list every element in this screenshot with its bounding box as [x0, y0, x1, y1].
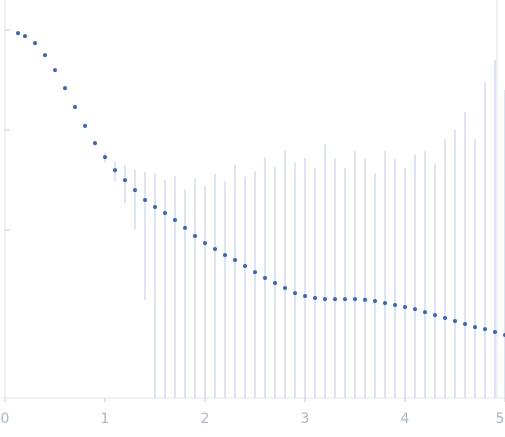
- data-point: [363, 297, 367, 302]
- data-point: [383, 301, 387, 306]
- data-point: [23, 34, 27, 39]
- data-point: [103, 155, 107, 160]
- data-point: [373, 299, 377, 304]
- data-point: [433, 313, 437, 318]
- data-point: [243, 263, 247, 268]
- data-point: [213, 247, 217, 252]
- data-point: [73, 105, 77, 110]
- data-point: [493, 330, 497, 335]
- x-tick-label: 0: [1, 411, 10, 427]
- data-point: [263, 276, 267, 281]
- data-point: [303, 293, 307, 298]
- data-point: [83, 123, 87, 128]
- x-tick-label: 2: [201, 411, 210, 427]
- data-point: [353, 297, 357, 302]
- data-point: [123, 178, 127, 183]
- data-point: [393, 302, 397, 307]
- data-point: [323, 297, 327, 302]
- data-point: [313, 296, 317, 301]
- data-point: [413, 307, 417, 312]
- data-point: [343, 297, 347, 302]
- data-point: [463, 321, 467, 326]
- data-point: [133, 188, 137, 193]
- data-point: [143, 197, 147, 202]
- data-point: [473, 325, 477, 330]
- data-point: [293, 291, 297, 296]
- data-point: [93, 141, 97, 146]
- data-point: [203, 241, 207, 246]
- data-point: [233, 258, 237, 263]
- data-point: [403, 304, 407, 309]
- data-point: [443, 315, 447, 320]
- data-point: [423, 310, 427, 315]
- x-tick-label: 5: [496, 411, 505, 427]
- data-point: [163, 211, 167, 216]
- data-point: [453, 319, 457, 324]
- data-point: [483, 327, 487, 332]
- data-point: [43, 53, 47, 58]
- x-tick-label: 4: [401, 411, 410, 427]
- data-point: [253, 270, 257, 275]
- data-point: [153, 205, 157, 210]
- x-tick-label: 1: [101, 411, 110, 427]
- data-point: [173, 218, 177, 223]
- x-tick-label: 3: [301, 411, 310, 427]
- data-point: [53, 68, 57, 73]
- data-point: [193, 234, 197, 239]
- data-point: [33, 41, 37, 46]
- data-point: [283, 286, 287, 291]
- data-point: [16, 31, 20, 36]
- data-point: [273, 281, 277, 286]
- data-point: [113, 168, 117, 173]
- data-point: [63, 86, 67, 91]
- data-point: [183, 225, 187, 230]
- data-point: [223, 253, 227, 258]
- data-point: [333, 297, 337, 302]
